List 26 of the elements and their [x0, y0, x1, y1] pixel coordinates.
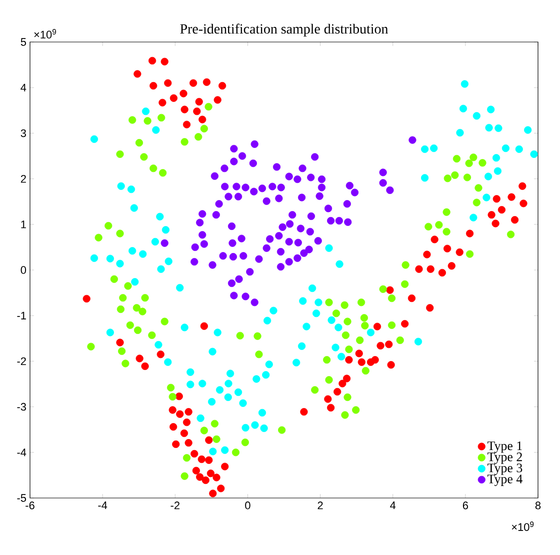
x-tick-label: 2 [318, 502, 323, 510]
y-tick-label: 1 [21, 220, 26, 228]
chart-title: Pre-identification sample distribution [180, 24, 388, 36]
x-tick-label: -6 [26, 502, 34, 510]
y-tick-label: -1 [17, 312, 26, 320]
legend-label: Type 1 [487, 442, 522, 453]
y-tick-label: -5 [17, 494, 26, 502]
x-tick-label: 0 [245, 502, 250, 510]
legend-label: Type 4 [487, 474, 522, 486]
y-tick-label: 3 [20, 129, 26, 138]
y-tick-label: 4 [20, 84, 26, 92]
legend-label: Type 3 [487, 464, 522, 475]
y-tick-label: 0 [20, 266, 26, 274]
y-tick-label: 5 [20, 38, 26, 46]
y-tick-label: 2 [20, 174, 26, 183]
text: ×10$^{9}$ [512, 522, 534, 531]
x-tick-label: 6 [462, 502, 468, 510]
y-tick-label: -2 [17, 357, 26, 366]
x-tick-label: 8 [535, 502, 541, 510]
text: ×10$^{9}$ [34, 29, 56, 38]
x-tick-label: -4 [98, 502, 108, 510]
y-tick-label: -3 [17, 402, 26, 411]
legend-label: Type 2 [487, 452, 522, 464]
x-tick-label: -2 [170, 502, 180, 510]
x-tick-label: 4 [390, 502, 396, 510]
y-tick-label: -4 [17, 448, 26, 456]
